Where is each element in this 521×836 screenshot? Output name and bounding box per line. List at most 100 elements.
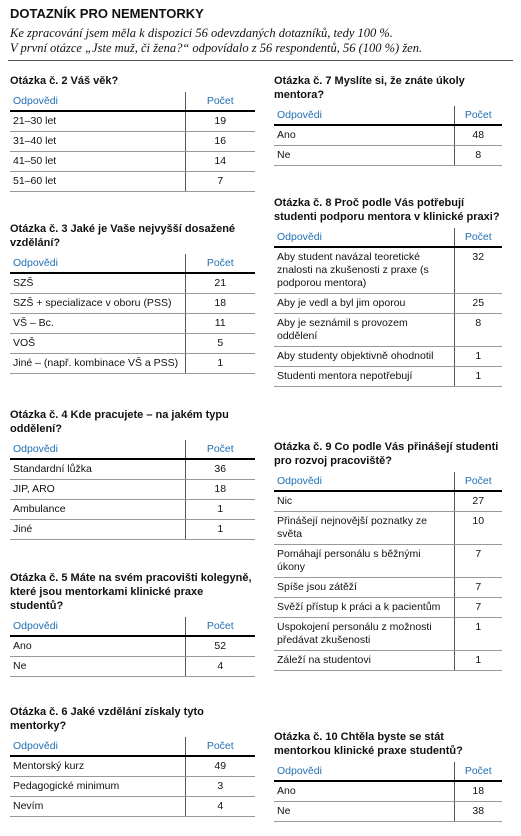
answer-row: Svěží přístup k práci a k pacientům 7 — [274, 597, 502, 618]
count: 8 — [453, 313, 502, 347]
count: 1 — [453, 366, 502, 387]
question-title: Otázka č. 7 Myslíte si, že znáte úkoly m… — [274, 75, 465, 101]
answer-table: Odpovědi Počet Ano 18 Ne 38 — [274, 762, 502, 822]
question: Otázka č. 3 Jaké je Vaše nejvyšší dosaže… — [10, 222, 255, 374]
answer: Svěží přístup k práci a k pacientům — [274, 597, 454, 618]
header-row: Odpovědi Počet — [10, 92, 255, 112]
count: 25 — [453, 293, 502, 314]
question-title: Otázka č. 3 Jaké je Vaše nejvyšší dosaže… — [10, 223, 236, 249]
question: Otázka č. 2 Váš věk? Odpovědi Počet 21–30 l… — [10, 74, 255, 192]
answer: Pedagogické minimum — [10, 776, 185, 797]
count: 16 — [184, 131, 255, 152]
question-title: Otázka č. 4 Kde pracujete – na jakém typ… — [10, 409, 229, 435]
count: 7 — [453, 597, 502, 618]
answer-row: Mentorský kurz 49 — [10, 756, 255, 777]
header-row: Odpovědi Počet — [10, 440, 255, 460]
count: 32 — [453, 247, 502, 294]
column-header: Odpovědi — [10, 617, 185, 637]
column-header: Odpovědi — [274, 472, 454, 492]
answer-table: Odpovědi Počet Standardní lůžka 36 JIP, ARO 1… — [10, 440, 255, 540]
count: 14 — [184, 151, 255, 172]
answer: Uspokojení personálu z možnosti předávat… — [274, 617, 454, 651]
answer: Aby studenty objektivně ohodnotil — [274, 346, 454, 367]
column-header: Odpovědi — [274, 228, 454, 248]
count: 7 — [453, 577, 502, 598]
answer: Ambulance — [10, 499, 185, 520]
answer: SZŠ + specializace v oboru (PSS) — [10, 293, 185, 314]
answer: Aby student navázal teoretické znalosti … — [274, 247, 454, 294]
column-header: Počet — [184, 617, 255, 637]
count: 1 — [453, 617, 502, 651]
answer: Ano — [274, 781, 454, 802]
question-title: Otázka č. 2 Váš věk? — [10, 75, 119, 87]
answer: 21–30 let — [10, 111, 185, 132]
answer: Aby je seznámil s provozem oddělení — [274, 313, 454, 347]
answer-row: Jiné 1 — [10, 519, 255, 540]
question: Otázka č. 8 Proč podle Vás potřebují stu… — [274, 196, 502, 387]
answer: VOŠ — [10, 333, 185, 354]
column-header: Počet — [453, 228, 502, 248]
column-header: Počet — [453, 762, 502, 782]
answer-row: Aby je vedl a byl jim oporou 25 — [274, 293, 502, 314]
answer-row: Aby je seznámil s provozem oddělení 8 — [274, 313, 502, 347]
answer-row: JIP, ARO 18 — [10, 479, 255, 500]
header-row: Odpovědi Počet — [10, 737, 255, 757]
answer-row: Ano 48 — [274, 125, 502, 146]
answer-row: Uspokojení personálu z možnosti předávat… — [274, 617, 502, 651]
header-row: Odpovědi Počet — [274, 228, 502, 248]
answer: Ano — [10, 636, 185, 657]
answer-row: Ano 52 — [10, 636, 255, 657]
answer-row: Aby studenty objektivně ohodnotil 1 — [274, 346, 502, 367]
answer-row: VOŠ 5 — [10, 333, 255, 354]
count: 1 — [184, 499, 255, 520]
answer-row: Záleží na studentovi 1 — [274, 650, 502, 671]
answer-row: Ano 18 — [274, 781, 502, 802]
question: Otázka č. 4 Kde pracujete – na jakém typ… — [10, 408, 255, 540]
answer: Ne — [274, 801, 454, 822]
answer-row: Jiné – (např. kombinace VŠ a PSS) 1 — [10, 353, 255, 374]
answer-row: VŠ – Bc. 11 — [10, 313, 255, 334]
header-row: Odpovědi Počet — [10, 617, 255, 637]
answer-row: 51–60 let 7 — [10, 171, 255, 192]
count: 4 — [184, 796, 255, 817]
column-header: Odpovědi — [10, 254, 185, 274]
answer-table: Odpovědi Počet Nic 27 Přinášejí nejnovější p… — [274, 472, 502, 671]
question: Otázka č. 10 Chtěla byste se stát mentor… — [274, 730, 502, 822]
answer-row: SZŠ 21 — [10, 273, 255, 294]
answer-row: Ambulance 1 — [10, 499, 255, 520]
column-header: Odpovědi — [10, 92, 185, 112]
answer: VŠ – Bc. — [10, 313, 185, 334]
answer: Ne — [10, 656, 185, 677]
answer: Nic — [274, 491, 454, 512]
answer-table: Odpovědi Počet Ano 52 Ne 4 — [10, 617, 255, 677]
count: 36 — [184, 459, 255, 480]
column-header: Odpovědi — [10, 737, 185, 757]
count: 5 — [184, 333, 255, 354]
count: 4 — [184, 656, 255, 677]
answer: 31–40 let — [10, 131, 185, 152]
count: 38 — [453, 801, 502, 822]
count: 49 — [184, 756, 255, 777]
answer-row: Aby student navázal teoretické znalosti … — [274, 247, 502, 294]
count: 18 — [184, 293, 255, 314]
column-header: Počet — [184, 737, 255, 757]
rule — [8, 60, 513, 61]
answer-table: Odpovědi Počet Aby student navázal teoreti… — [274, 228, 502, 387]
answer-table: Odpovědi Počet Ano 48 Ne 8 — [274, 106, 502, 166]
count: 27 — [453, 491, 502, 512]
answer: Mentorský kurz — [10, 756, 185, 777]
header-row: Odpovědi Počet — [274, 762, 502, 782]
column-header: Počet — [453, 472, 502, 492]
count: 1 — [184, 353, 255, 374]
count: 18 — [453, 781, 502, 802]
answer: Přinášejí nejnovější poznatky ze světa — [274, 511, 454, 545]
count: 7 — [453, 544, 502, 578]
count: 7 — [184, 171, 255, 192]
answer: Studenti mentora nepotřebují — [274, 366, 454, 387]
count: 18 — [184, 479, 255, 500]
question: Otázka č. 9 Co podle Vás přinášejí stude… — [274, 440, 502, 671]
question-title: Otázka č. 5 Máte na svém pracovišti kole… — [10, 572, 252, 612]
count: 8 — [453, 145, 502, 166]
count: 21 — [184, 273, 255, 294]
